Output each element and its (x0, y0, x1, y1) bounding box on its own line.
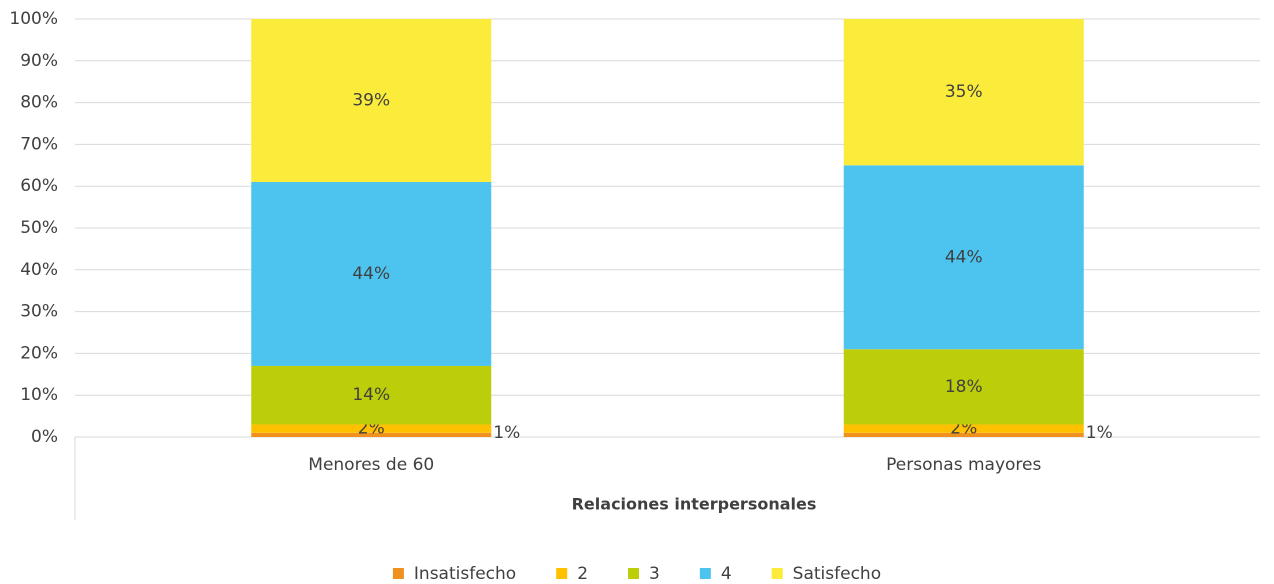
y-tick-label: 20% (20, 343, 58, 363)
bar-segment (843, 165, 1084, 350)
legend-swatch (628, 568, 640, 579)
legend-swatch (699, 568, 711, 579)
data-label: 39% (352, 91, 390, 111)
bar-segment (843, 432, 1084, 437)
data-label: 14% (352, 385, 390, 405)
y-tick-label: 100% (9, 9, 58, 29)
data-label: 35% (945, 82, 983, 102)
y-tick-label: 90% (20, 51, 58, 71)
y-tick-label: 0% (31, 427, 58, 447)
data-label: 18% (945, 377, 983, 397)
bar-segment (843, 424, 1084, 433)
y-tick-label: 30% (20, 302, 58, 322)
legend-label: 2 (577, 564, 588, 584)
legend-label: Satisfecho (793, 564, 881, 584)
x-axis-title: Relaciones interpersonales (572, 495, 817, 514)
bar-segment (251, 182, 492, 366)
bar-segment (251, 424, 492, 433)
data-label: 1% (1086, 423, 1113, 443)
y-tick-label: 60% (20, 176, 58, 196)
data-label: 1% (493, 423, 520, 443)
legend-swatch (771, 568, 783, 579)
legend-swatch (392, 568, 404, 579)
legend-label: 4 (721, 564, 732, 584)
bar-segment (251, 432, 492, 437)
bar-segment (251, 365, 492, 425)
legend-label: 3 (649, 564, 660, 584)
data-label: 44% (352, 264, 390, 284)
y-tick-label: 70% (20, 134, 58, 154)
x-tick-label: Personas mayores (886, 455, 1041, 475)
legend: Insatisfecho 2 3 4 Satisfecho (392, 564, 881, 584)
legend-swatch (556, 568, 568, 579)
data-label: 44% (945, 247, 983, 267)
y-tick-label: 40% (20, 260, 58, 280)
x-tick-label: Menores de 60 (308, 455, 434, 475)
y-tick-label: 50% (20, 218, 58, 238)
bar-segment (843, 349, 1084, 425)
y-tick-label: 80% (20, 93, 58, 113)
bar-segment (843, 19, 1084, 166)
y-tick-label: 10% (20, 385, 58, 405)
bar-segment (251, 19, 492, 183)
legend-label: Insatisfecho (414, 564, 516, 584)
